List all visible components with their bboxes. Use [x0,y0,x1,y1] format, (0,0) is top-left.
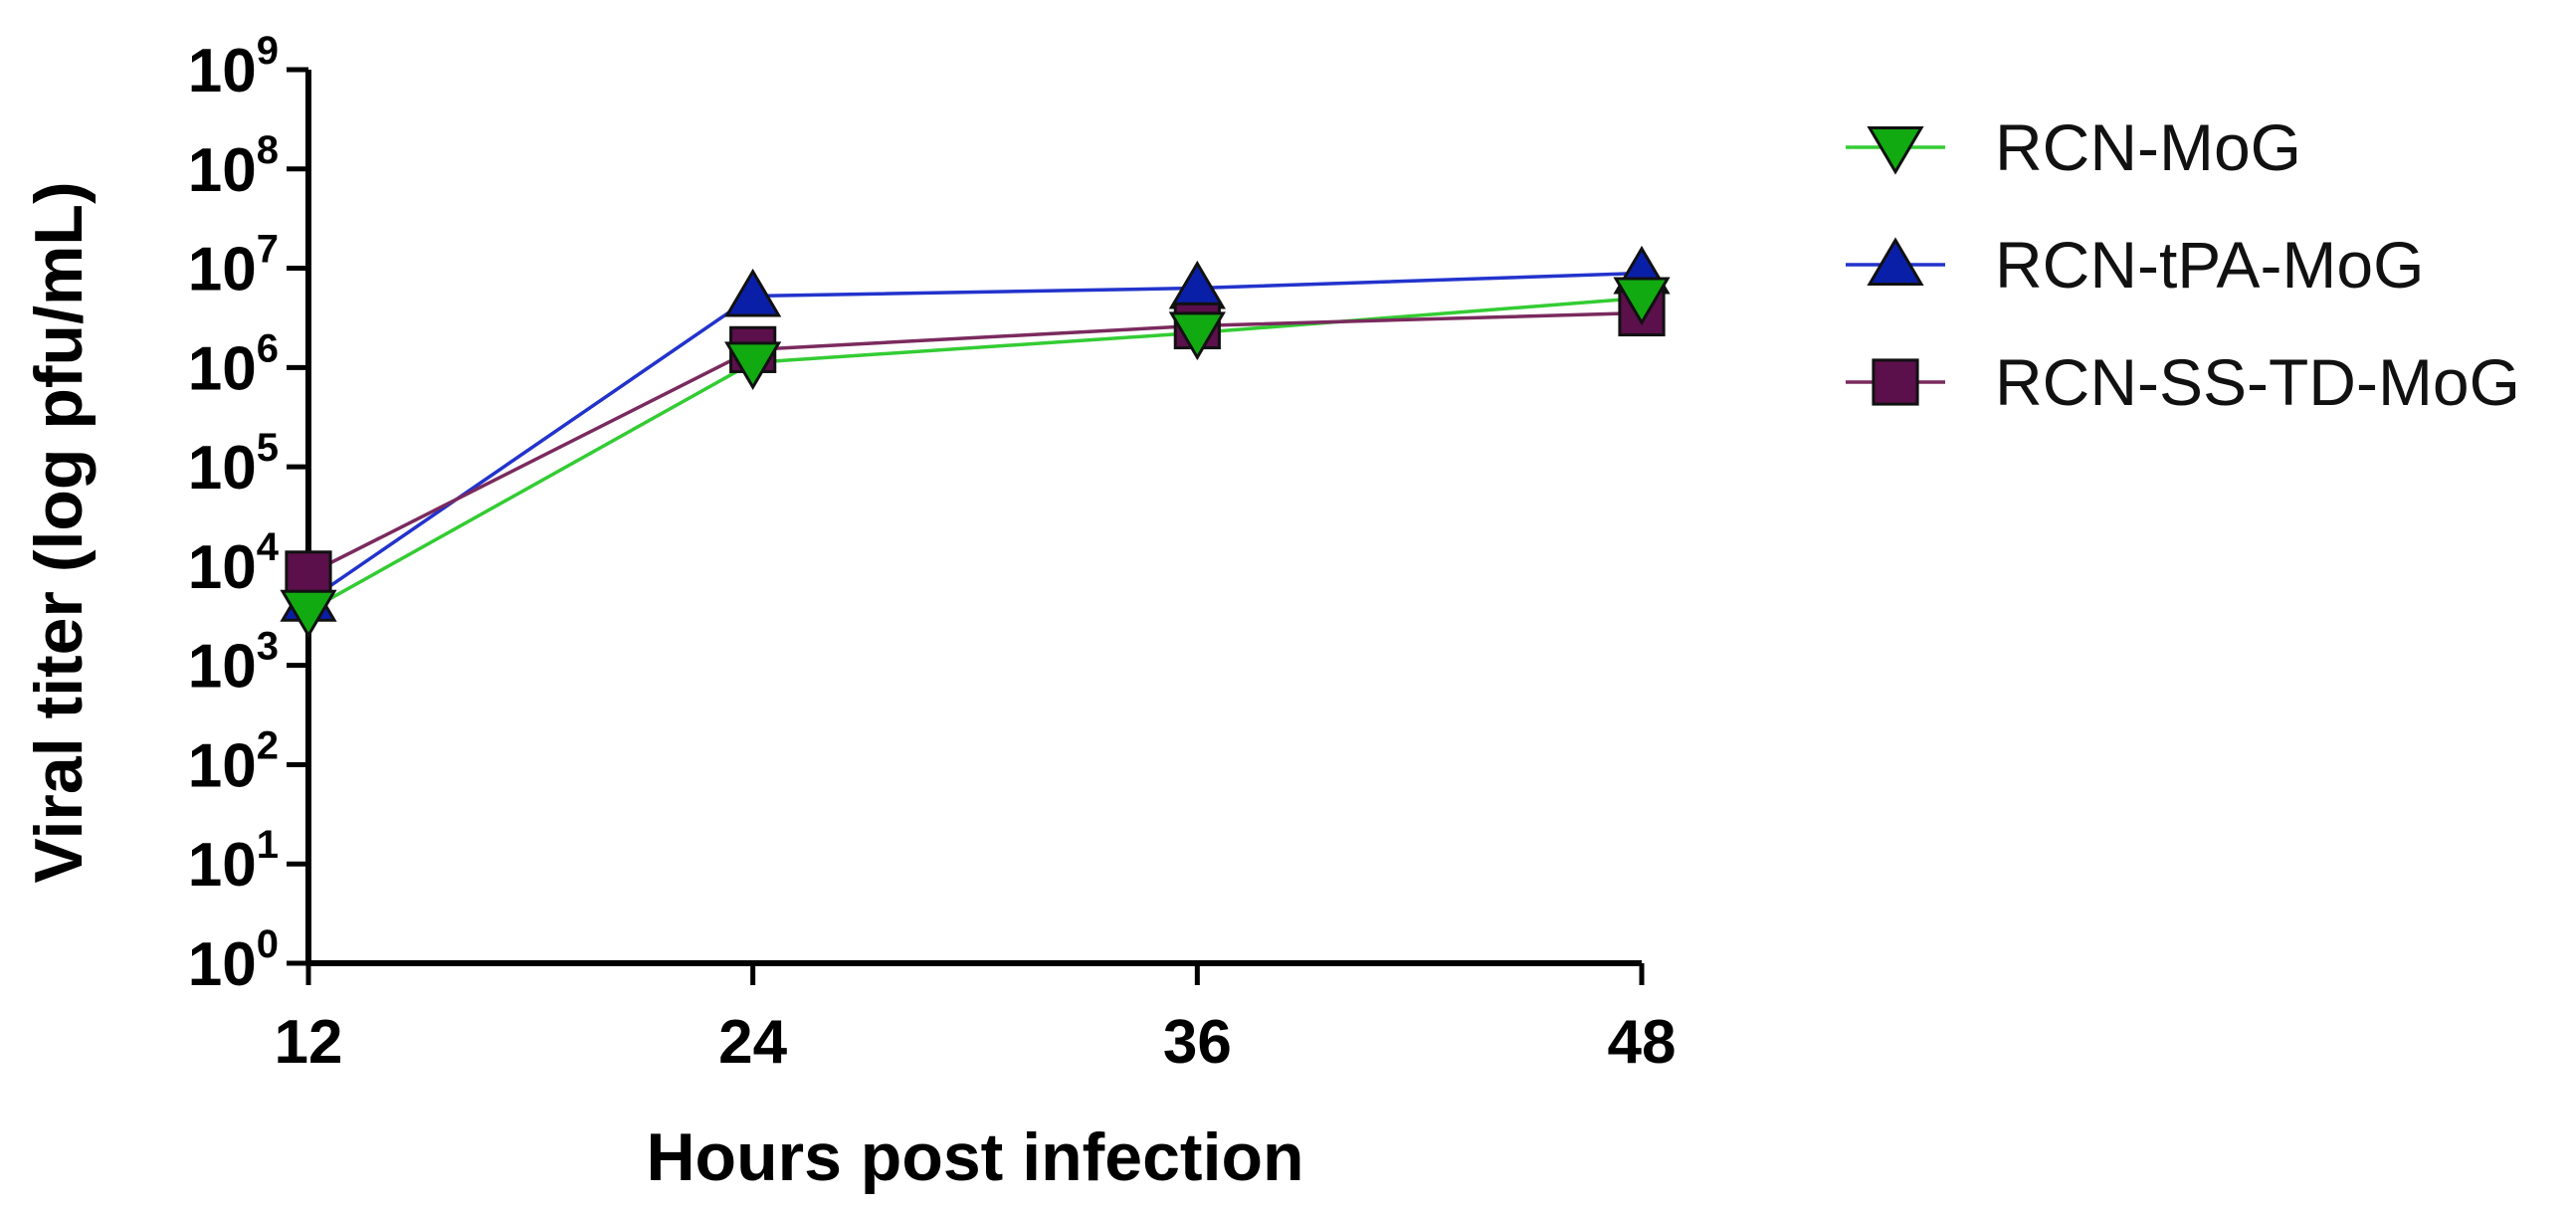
y-tick-label: 109 [188,29,279,105]
legend-label: RCN-SS-TD-MoG [1995,345,2520,419]
legend: RCN-MoG RCN-tPA-MoG RCN-SS-TD-MoG [1846,110,2520,419]
legend-label: RCN-tPA-MoG [1995,228,2424,302]
x-tick-label: 36 [1163,1008,1232,1077]
legend-label: RCN-MoG [1995,110,2301,184]
x-tick-label: 12 [275,1008,343,1077]
series-line-rcn-tpa-mog [307,271,1643,603]
data-point-square [1872,358,1919,406]
data-point-triangle-up [724,268,782,317]
y-tick-label: 105 [188,426,279,503]
x-tick-label: 24 [718,1008,787,1077]
series-line-rcn-ss-td-mog [307,310,1643,576]
data-point-triangle-down [280,589,337,639]
x-tick-label: 48 [1608,1008,1677,1077]
x-axis-title: Hours post infection [646,1119,1303,1195]
y-tick-label: 104 [188,525,280,602]
data-point-triangle-up [1168,260,1226,309]
y-tick-label: 108 [188,128,279,205]
series-markers [280,245,1671,639]
y-tick-label: 106 [188,326,279,403]
data-point-triangle-up [1867,237,1924,286]
data-point-triangle-down [724,341,782,391]
data-point-triangle-down [1613,277,1671,326]
axes: 100 101 102 103 104 105 106 107 108 109 12 24 36 48 [188,29,1677,1077]
series-line-rcn-mog [307,296,1643,613]
data-point-triangle-down [1168,311,1226,361]
y-tick-label: 103 [188,625,279,702]
series-lines [307,271,1643,613]
y-axis-title: Viral titer (log pfu/mL) [21,181,97,883]
y-tick-label: 100 [188,922,279,999]
y-tick-label: 101 [188,823,279,900]
y-tick-label: 102 [188,723,279,800]
data-point-square [285,550,332,598]
data-point-triangle-down [1867,126,1924,175]
y-tick-label: 107 [188,228,279,304]
